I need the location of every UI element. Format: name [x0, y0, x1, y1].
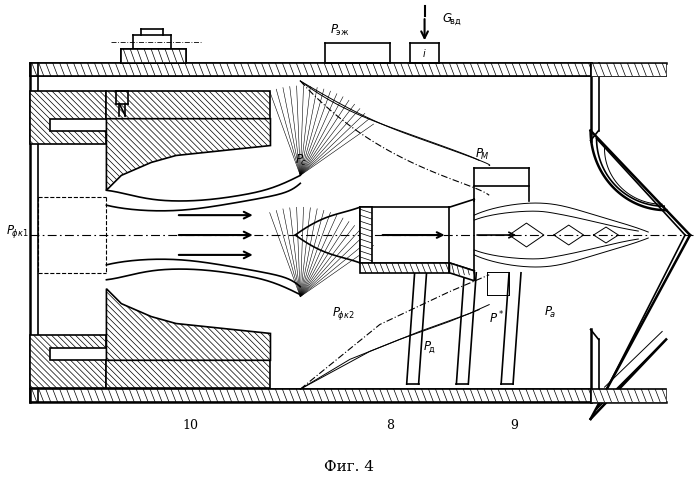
Polygon shape	[360, 263, 449, 273]
Text: $P_{\!\mathit{M}}$: $P_{\!\mathit{M}}$	[475, 148, 490, 162]
Polygon shape	[106, 289, 271, 360]
Text: $P_{\!\mathit{\text{д}}}$: $P_{\!\mathit{\text{д}}}$	[423, 340, 436, 355]
Polygon shape	[106, 360, 271, 388]
Text: $P_{\!\mathit{\phi\kappa}2}$: $P_{\!\mathit{\phi\kappa}2}$	[332, 305, 354, 321]
Polygon shape	[30, 91, 106, 144]
Polygon shape	[122, 49, 186, 63]
Text: $i$: $i$	[422, 47, 427, 59]
Polygon shape	[360, 207, 372, 263]
Polygon shape	[591, 63, 666, 76]
Polygon shape	[30, 389, 591, 402]
Polygon shape	[591, 389, 666, 402]
Text: Фиг. 4: Фиг. 4	[324, 460, 374, 474]
Text: $P_{\!\mathit{\text{эж}}}$: $P_{\!\mathit{\text{эж}}}$	[330, 23, 350, 38]
Text: $P_{\!\mathit{\phi\kappa}1}$: $P_{\!\mathit{\phi\kappa}1}$	[6, 223, 29, 240]
Text: 8: 8	[386, 419, 394, 432]
Polygon shape	[30, 63, 591, 76]
Text: $P_{\!\mathit{c}}$: $P_{\!\mathit{c}}$	[295, 153, 308, 169]
Polygon shape	[30, 335, 106, 388]
Text: 9: 9	[510, 419, 518, 432]
Polygon shape	[106, 119, 271, 190]
Polygon shape	[449, 263, 475, 281]
Text: $P_{\!\mathit{a}}$: $P_{\!\mathit{a}}$	[544, 305, 556, 319]
Text: 10: 10	[183, 419, 199, 432]
Text: $G_{\!\mathit{\text{вд}}}$: $G_{\!\mathit{\text{вд}}}$	[442, 11, 462, 27]
Text: $P^*$: $P^*$	[489, 309, 505, 326]
Polygon shape	[106, 91, 271, 119]
